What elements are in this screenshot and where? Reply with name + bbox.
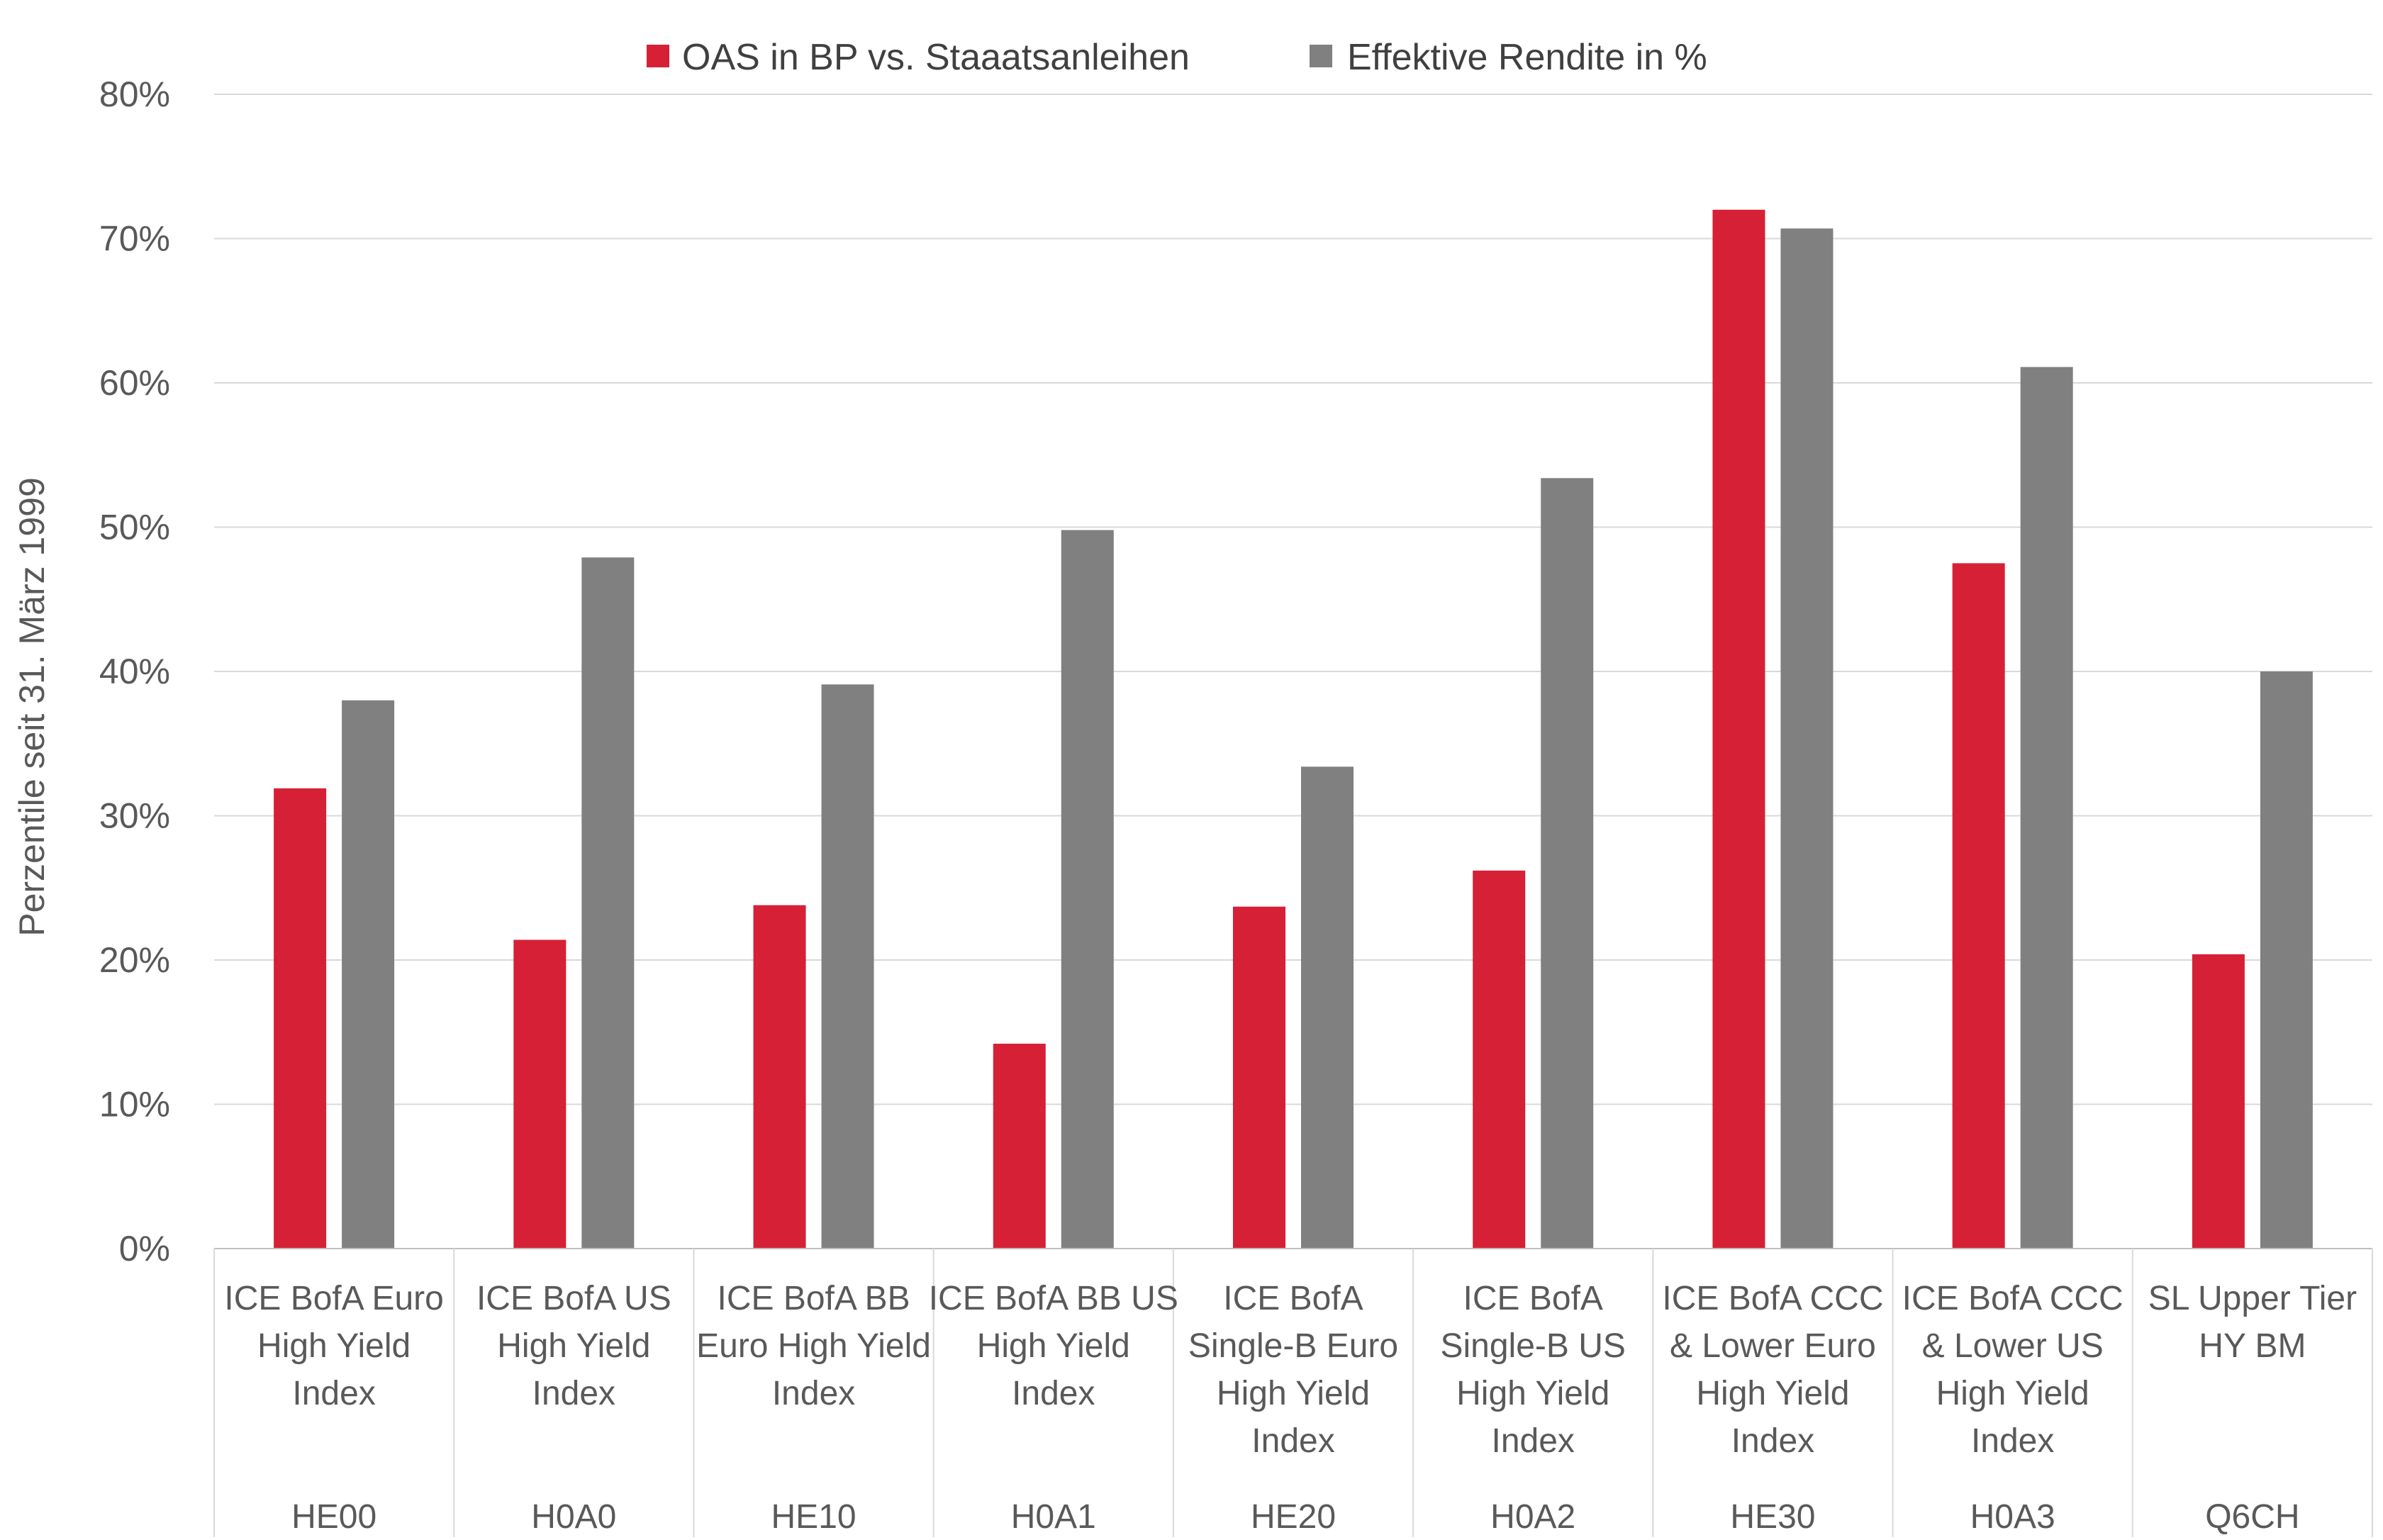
category-label: HY BM	[2199, 1327, 2306, 1365]
category-label: SL Upper Tier	[2148, 1280, 2357, 1317]
category-label: Index	[1971, 1422, 2054, 1460]
legend-label-series-1: OAS in BP vs. Staaatsanleihen	[682, 37, 1190, 78]
bar-q6ch-series-2	[2260, 671, 2313, 1249]
category-label: Index	[292, 1375, 375, 1412]
y-tick-label: 50%	[99, 508, 170, 547]
category-label: Index	[1251, 1422, 1334, 1460]
category-label: High Yield	[977, 1327, 1130, 1365]
category-label: ICE BofA	[1223, 1280, 1363, 1317]
y-tick-label: 70%	[99, 219, 170, 259]
y-axis-label: Perzentile seit 31. März 1999	[12, 477, 52, 937]
category-label: High Yield	[1217, 1375, 1370, 1412]
y-tick-label: 80%	[99, 74, 170, 114]
category-code: HE30	[1730, 1498, 1815, 1536]
y-tick-label: 10%	[99, 1085, 170, 1125]
bar-he10-series-2	[821, 684, 874, 1249]
category-code: H0A1	[1011, 1498, 1096, 1536]
category-label: Euro High Yield	[696, 1327, 931, 1365]
category-label: & Lower Euro	[1670, 1327, 1876, 1365]
bar-h0a2-series-1	[1473, 870, 1526, 1249]
category-label: High Yield	[1696, 1375, 1849, 1412]
category-label: ICE BofA CCC	[1902, 1280, 2124, 1317]
category-code: H0A3	[1970, 1498, 2055, 1536]
bar-he20-series-1	[1233, 906, 1285, 1249]
category-label: Single-B US	[1440, 1327, 1625, 1365]
category-label: Index	[532, 1375, 615, 1412]
bars	[274, 209, 2313, 1249]
category-label: ICE BofA Euro	[224, 1280, 444, 1317]
bar-h0a2-series-2	[1541, 478, 1594, 1249]
category-label: & Lower US	[1922, 1327, 2104, 1365]
bar-h0a0-series-2	[581, 557, 635, 1249]
category-label: High Yield	[497, 1327, 650, 1365]
bar-h0a3-series-2	[2020, 367, 2073, 1249]
category-code: HE20	[1251, 1498, 1336, 1536]
legend-swatch-series-2	[1310, 45, 1332, 67]
category-label: ICE BofA BB	[717, 1280, 910, 1317]
bar-h0a1-series-1	[993, 1044, 1046, 1249]
bar-h0a1-series-2	[1061, 530, 1114, 1249]
bar-h0a3-series-1	[1952, 563, 2005, 1249]
bar-he20-series-2	[1301, 766, 1354, 1249]
category-label: ICE BofA	[1463, 1280, 1603, 1317]
category-label: ICE BofA BB US	[929, 1280, 1178, 1317]
y-tick-label: 20%	[99, 940, 170, 980]
legend-swatch-series-1	[647, 45, 669, 67]
bar-q6ch-series-1	[2192, 954, 2245, 1249]
category-label: Index	[1492, 1422, 1575, 1460]
category-label: High Yield	[257, 1327, 411, 1365]
category-code: H0A0	[531, 1498, 616, 1536]
legend: OAS in BP vs. Staaatsanleihen Effektive R…	[647, 37, 1707, 78]
y-tick-label: 30%	[99, 796, 170, 836]
category-label: Index	[1731, 1422, 1814, 1460]
category-code: Q6CH	[2205, 1498, 2299, 1536]
category-label: ICE BofA US	[476, 1280, 671, 1317]
bar-he00-series-1	[274, 788, 327, 1249]
y-tick-label: 0%	[119, 1229, 170, 1268]
gridlines	[214, 94, 2372, 1105]
bar-he30-series-1	[1712, 209, 1765, 1249]
category-code: HE00	[291, 1498, 376, 1536]
y-tick-label: 40%	[99, 652, 170, 691]
bar-he10-series-1	[753, 905, 806, 1249]
category-code: HE10	[771, 1498, 856, 1536]
legend-label-series-2: Effektive Rendite in %	[1347, 37, 1707, 78]
category-label: Index	[772, 1375, 855, 1412]
category-code: H0A2	[1490, 1498, 1575, 1536]
category-label: ICE BofA CCC	[1662, 1280, 1883, 1317]
bar-h0a0-series-1	[513, 939, 567, 1249]
category-label: Index	[1012, 1375, 1095, 1412]
bar-he00-series-2	[342, 700, 395, 1249]
category-label: High Yield	[1456, 1375, 1609, 1412]
bar-he30-series-2	[1780, 228, 1834, 1249]
y-tick-label: 60%	[99, 363, 170, 403]
axes: 0% 10% 20% 30% 40% 50% 60% 70% 80% Perzentile sei…	[12, 74, 2373, 1537]
category-label: Single-B Euro	[1188, 1327, 1398, 1365]
category-label: High Yield	[1936, 1375, 2089, 1412]
